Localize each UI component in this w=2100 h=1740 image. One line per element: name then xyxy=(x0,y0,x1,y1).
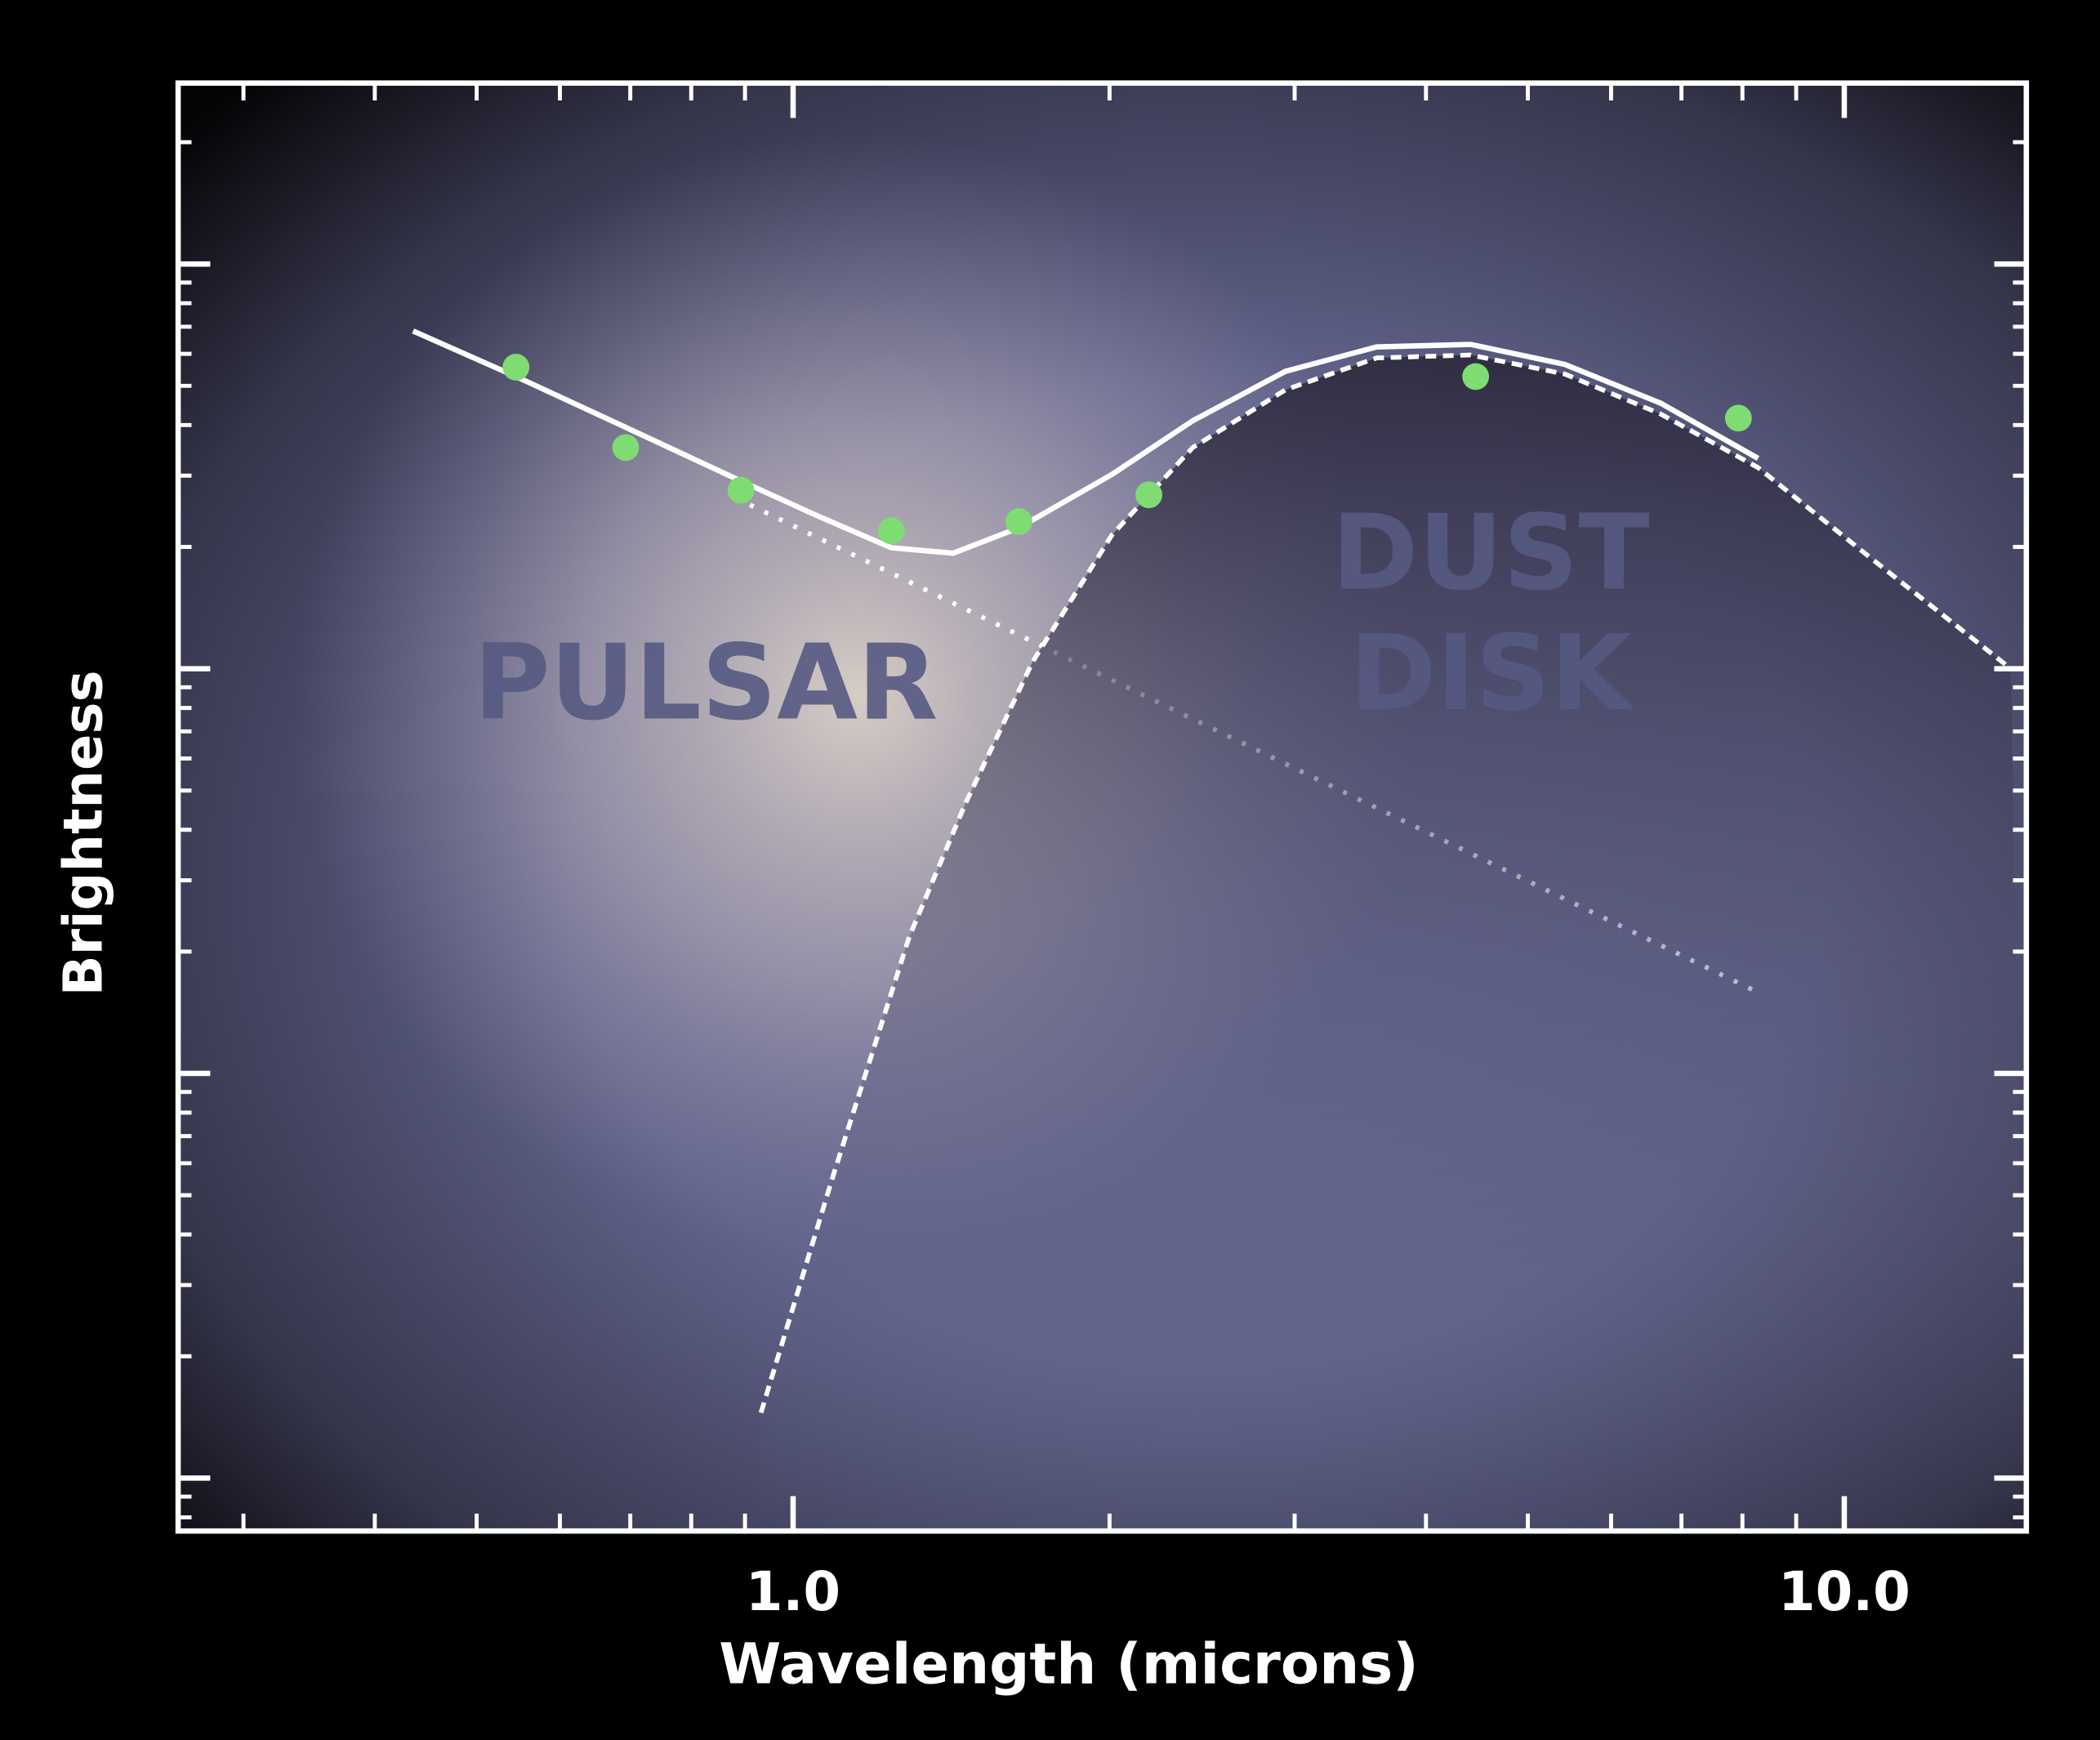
data-point xyxy=(612,434,640,462)
data-point xyxy=(1135,481,1162,509)
series-line xyxy=(758,352,2013,1414)
data-point xyxy=(727,476,755,504)
annotation: DISK xyxy=(1349,613,1634,734)
x-tick-label: 1.0 xyxy=(746,1561,840,1623)
plot-frame xyxy=(175,80,2030,1534)
data-point xyxy=(1462,363,1490,390)
x-tick-label: 10.0 xyxy=(1778,1561,1911,1623)
series-line xyxy=(412,328,1760,556)
data-point xyxy=(502,354,530,381)
y-axis-label: Brightness xyxy=(53,670,115,996)
data-layer xyxy=(412,328,2026,1532)
axes: 1.0 10.0 xyxy=(178,83,2026,1623)
data-point xyxy=(1724,404,1752,432)
data-point xyxy=(1005,508,1032,535)
data-point xyxy=(877,517,905,545)
dust-shading xyxy=(760,355,2026,1532)
annotation: PULSAR xyxy=(474,622,939,744)
annotation: DUST xyxy=(1331,493,1649,614)
x-axis-label: Wavelength (microns) xyxy=(719,1631,1418,1697)
